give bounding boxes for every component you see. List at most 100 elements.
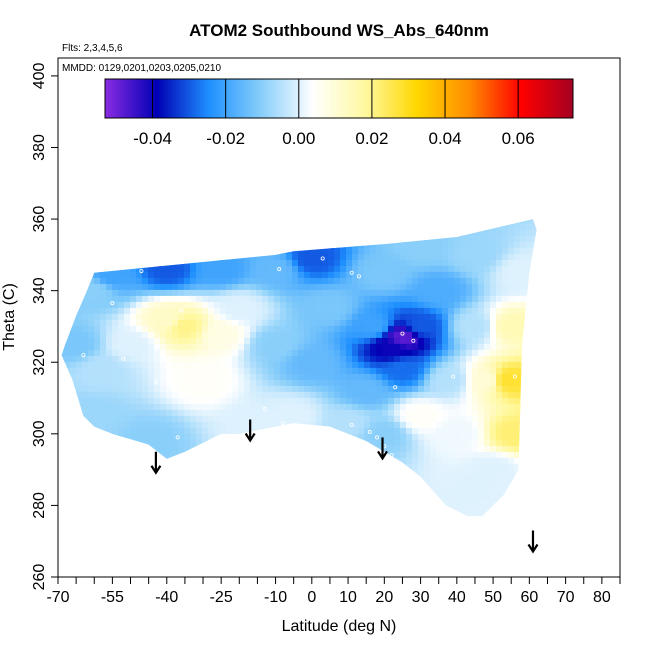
field-cell xyxy=(496,421,503,429)
field-cell xyxy=(364,219,371,225)
field-cell xyxy=(148,524,155,531)
field-cell xyxy=(100,277,107,285)
field-cell xyxy=(442,313,449,321)
field-cell xyxy=(82,319,89,327)
field-cell xyxy=(118,277,125,285)
field-cell xyxy=(394,373,401,381)
field-cell xyxy=(256,439,263,447)
field-cell xyxy=(94,325,101,333)
chart-title: ATOM2 Southbound WS_Abs_640nm xyxy=(189,21,489,40)
field-cell xyxy=(154,331,161,339)
field-cell xyxy=(94,259,101,267)
field-cell xyxy=(466,409,473,417)
field-cell xyxy=(526,212,533,219)
field-cell xyxy=(424,373,431,381)
field-cell xyxy=(376,391,383,399)
field-cell xyxy=(514,325,521,333)
field-cell xyxy=(130,493,137,501)
field-cell xyxy=(106,373,113,381)
field-cell xyxy=(214,271,221,279)
field-cell xyxy=(118,307,125,315)
field-cell xyxy=(124,487,131,495)
field-cell xyxy=(352,518,359,525)
field-cell xyxy=(376,289,383,297)
field-cell xyxy=(412,481,419,489)
field-cell xyxy=(352,355,359,363)
field-cell xyxy=(94,463,101,471)
field-cell xyxy=(250,265,257,273)
field-cell xyxy=(454,307,461,315)
field-cell xyxy=(430,265,437,273)
field-cell xyxy=(214,219,221,225)
field-cell xyxy=(454,229,461,237)
field-cell xyxy=(394,247,401,255)
field-cell xyxy=(364,518,371,525)
field-cell xyxy=(340,518,347,525)
field-cell xyxy=(196,518,203,525)
field-cell xyxy=(280,391,287,399)
field-cell xyxy=(286,421,293,429)
field-cell xyxy=(280,379,287,387)
field-cell xyxy=(160,499,167,507)
field-cell xyxy=(172,469,179,477)
field-cell xyxy=(244,247,251,255)
field-cell xyxy=(388,337,395,345)
field-cell xyxy=(292,481,299,489)
field-cell xyxy=(412,331,419,339)
sample-point xyxy=(110,301,115,306)
field-cell xyxy=(316,307,323,315)
sample-point xyxy=(393,385,398,390)
field-cell xyxy=(256,505,263,513)
field-cell xyxy=(142,229,149,237)
field-cell xyxy=(232,301,239,309)
field-cell xyxy=(130,295,137,303)
field-cell xyxy=(352,457,359,465)
field-cell xyxy=(502,518,509,525)
field-cell xyxy=(136,259,143,267)
field-cell xyxy=(322,445,329,453)
field-cell xyxy=(274,391,281,399)
field-cell xyxy=(130,253,137,261)
field-cell xyxy=(196,265,203,273)
field-cell xyxy=(118,235,125,243)
field-cell xyxy=(148,487,155,495)
field-cell xyxy=(106,283,113,291)
field-cell xyxy=(472,451,479,459)
field-cell xyxy=(484,499,491,507)
field-cell xyxy=(154,367,161,375)
field-cell xyxy=(466,277,473,285)
field-cell xyxy=(370,337,377,345)
field-cell xyxy=(172,367,179,375)
field-cell xyxy=(130,361,137,369)
field-cell xyxy=(166,229,173,237)
field-cell xyxy=(88,271,95,279)
field-cell xyxy=(310,289,317,297)
field-cell xyxy=(124,403,131,411)
field-cell xyxy=(154,295,161,303)
field-cell xyxy=(292,391,299,399)
field-cell xyxy=(142,259,149,267)
field-cell xyxy=(166,361,173,369)
field-cell xyxy=(154,524,161,531)
field-cell xyxy=(286,403,293,411)
field-cell xyxy=(118,415,125,423)
field-cell xyxy=(520,229,527,237)
field-cell xyxy=(232,469,239,477)
field-cell xyxy=(262,493,269,501)
field-cell xyxy=(436,487,443,495)
field-cell xyxy=(280,481,287,489)
field-cell xyxy=(202,391,209,399)
field-cell xyxy=(292,337,299,345)
field-cell xyxy=(406,289,413,297)
field-cell xyxy=(508,295,515,303)
field-cell xyxy=(190,289,197,297)
field-cell xyxy=(310,319,317,327)
field-cell xyxy=(364,271,371,279)
field-cell xyxy=(340,415,347,423)
field-cell xyxy=(526,325,533,333)
field-cell xyxy=(88,505,95,513)
field-cell xyxy=(358,391,365,399)
field-cell xyxy=(61,379,65,387)
field-cell xyxy=(112,511,119,517)
field-cell xyxy=(340,219,347,225)
